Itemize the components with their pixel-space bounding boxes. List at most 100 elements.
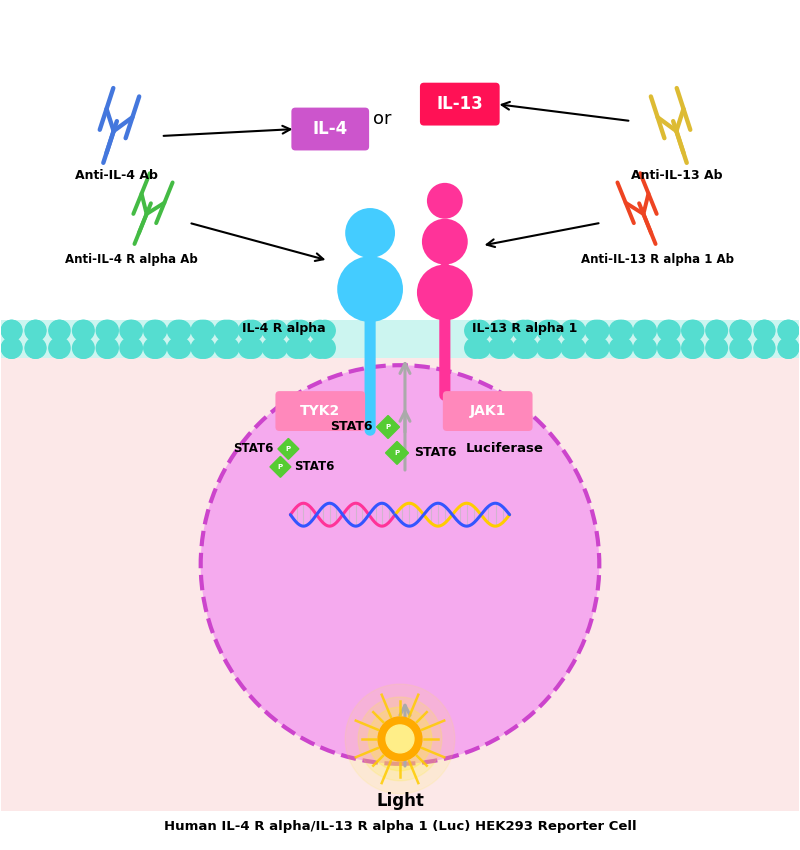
Circle shape: [612, 320, 633, 341]
Circle shape: [120, 337, 141, 358]
Circle shape: [658, 337, 678, 358]
Polygon shape: [377, 416, 399, 439]
Circle shape: [682, 337, 702, 358]
Circle shape: [706, 320, 726, 341]
Circle shape: [238, 337, 259, 358]
Circle shape: [706, 337, 726, 358]
Circle shape: [215, 320, 235, 341]
Circle shape: [242, 320, 263, 341]
Circle shape: [122, 337, 142, 358]
Circle shape: [314, 337, 335, 358]
Text: Anti-IL-4 Ab: Anti-IL-4 Ab: [74, 169, 158, 182]
Text: IL-13 R alpha 1: IL-13 R alpha 1: [472, 322, 577, 336]
Circle shape: [489, 320, 510, 341]
Circle shape: [422, 218, 468, 264]
Circle shape: [98, 337, 118, 358]
Circle shape: [73, 337, 93, 358]
Text: STAT6: STAT6: [233, 442, 274, 456]
Circle shape: [96, 337, 117, 358]
Text: JAK1: JAK1: [470, 404, 506, 418]
FancyBboxPatch shape: [420, 82, 500, 126]
Bar: [2, 320, 798, 358]
Circle shape: [238, 320, 259, 341]
Text: P: P: [278, 464, 283, 470]
Circle shape: [610, 320, 630, 341]
Text: STAT6: STAT6: [294, 461, 334, 473]
Circle shape: [50, 320, 70, 341]
Circle shape: [191, 320, 212, 341]
Circle shape: [730, 320, 751, 341]
Circle shape: [49, 337, 70, 358]
Text: Anti-IL-13 Ab: Anti-IL-13 Ab: [631, 169, 722, 182]
Text: P: P: [394, 450, 399, 456]
Circle shape: [49, 320, 70, 341]
Circle shape: [218, 320, 238, 341]
Text: TYK2: TYK2: [300, 404, 341, 418]
Circle shape: [73, 320, 93, 341]
Text: Human IL-4 R alpha/IL-13 R alpha 1 (Luc) HEK293 Reporter Cell: Human IL-4 R alpha/IL-13 R alpha 1 (Luc)…: [164, 820, 636, 833]
Circle shape: [707, 320, 727, 341]
Circle shape: [314, 320, 335, 341]
Polygon shape: [270, 456, 291, 478]
Circle shape: [730, 337, 751, 358]
Circle shape: [167, 320, 188, 341]
Circle shape: [262, 320, 282, 341]
Circle shape: [191, 337, 212, 358]
Circle shape: [470, 320, 490, 341]
Circle shape: [634, 337, 654, 358]
Circle shape: [338, 256, 403, 322]
Circle shape: [25, 337, 46, 358]
Circle shape: [565, 337, 585, 358]
Circle shape: [215, 337, 235, 358]
Circle shape: [120, 320, 141, 341]
Circle shape: [74, 337, 94, 358]
FancyBboxPatch shape: [443, 391, 533, 431]
Circle shape: [194, 320, 214, 341]
Circle shape: [194, 337, 214, 358]
Circle shape: [358, 697, 442, 781]
Circle shape: [286, 337, 306, 358]
Circle shape: [518, 337, 538, 358]
Circle shape: [286, 320, 306, 341]
Circle shape: [513, 320, 534, 341]
Circle shape: [518, 320, 538, 341]
Text: IL-4 R alpha: IL-4 R alpha: [242, 322, 326, 336]
Circle shape: [218, 337, 238, 358]
Bar: [2, 358, 798, 811]
Circle shape: [636, 337, 656, 358]
Circle shape: [636, 320, 656, 341]
Circle shape: [386, 725, 414, 753]
Circle shape: [25, 320, 46, 341]
Circle shape: [778, 337, 798, 358]
Text: Light: Light: [376, 791, 424, 810]
Circle shape: [470, 337, 490, 358]
Circle shape: [489, 337, 510, 358]
Circle shape: [368, 707, 432, 771]
Circle shape: [537, 320, 558, 341]
Circle shape: [122, 320, 142, 341]
Circle shape: [683, 320, 704, 341]
Text: P: P: [386, 424, 390, 430]
Circle shape: [730, 320, 750, 341]
Circle shape: [541, 337, 562, 358]
Circle shape: [266, 337, 287, 358]
Text: Anti-IL-4 R alpha Ab: Anti-IL-4 R alpha Ab: [65, 252, 198, 265]
Circle shape: [144, 337, 164, 358]
FancyBboxPatch shape: [275, 391, 365, 431]
Circle shape: [778, 320, 798, 341]
Circle shape: [634, 320, 654, 341]
Polygon shape: [386, 441, 409, 464]
Circle shape: [754, 337, 774, 358]
Circle shape: [659, 337, 680, 358]
Circle shape: [682, 320, 702, 341]
Text: P: P: [286, 446, 291, 452]
Circle shape: [494, 320, 514, 341]
Circle shape: [2, 337, 22, 358]
Circle shape: [96, 320, 117, 341]
Circle shape: [494, 337, 514, 358]
Circle shape: [310, 320, 330, 341]
Circle shape: [378, 717, 422, 761]
Text: STAT6: STAT6: [414, 446, 457, 459]
Circle shape: [730, 337, 750, 358]
FancyBboxPatch shape: [291, 108, 369, 150]
